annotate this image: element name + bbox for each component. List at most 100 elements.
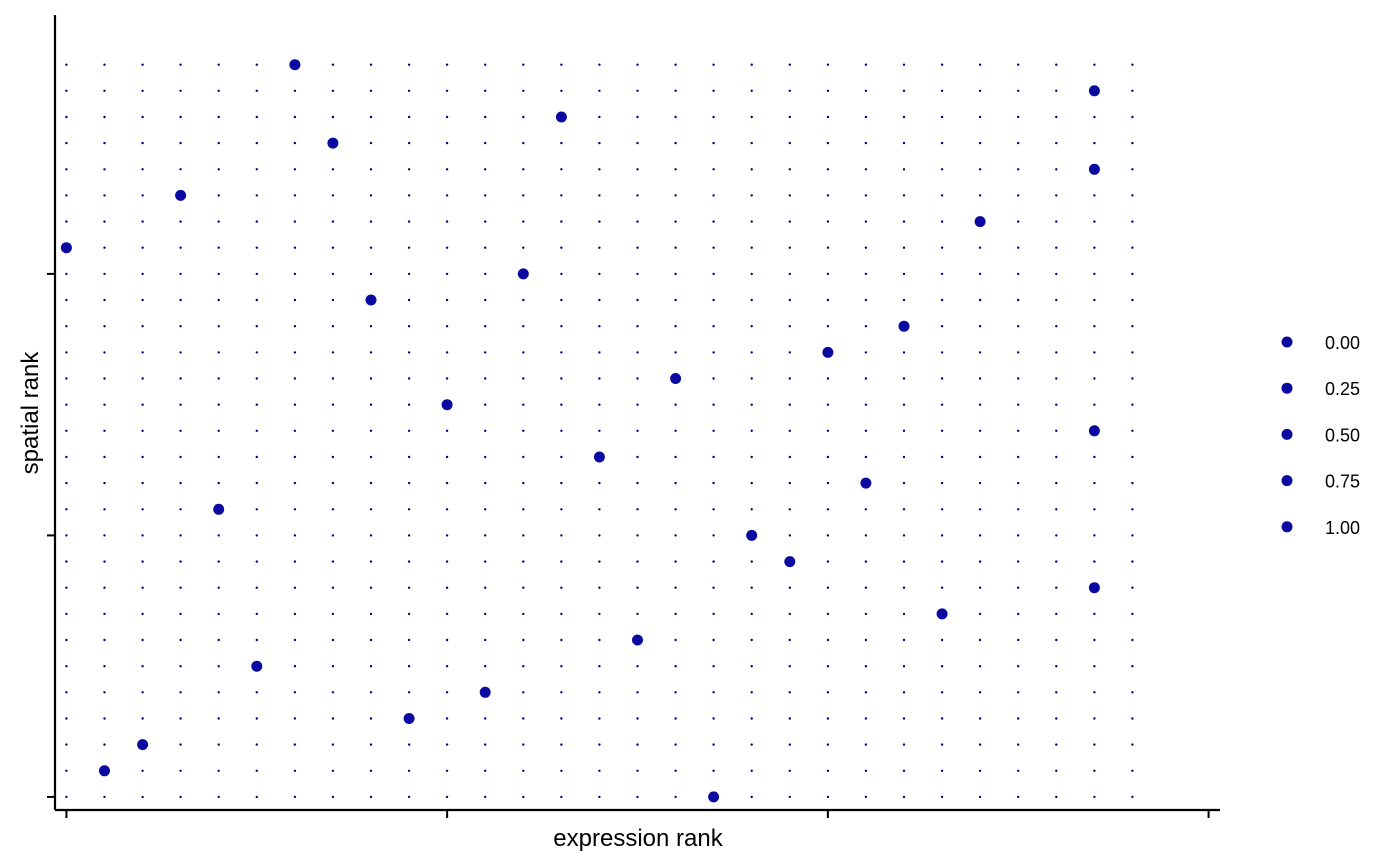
- grid-point: [331, 612, 335, 616]
- grid-point: [217, 612, 220, 616]
- grid-point: [826, 377, 830, 380]
- grid-point: [1131, 63, 1134, 66]
- grid-point: [902, 220, 906, 223]
- grid-point: [369, 665, 373, 668]
- grid-point: [1093, 63, 1096, 66]
- grid-point: [1093, 246, 1096, 249]
- grid-point: [1017, 795, 1020, 799]
- grid-point: [331, 481, 335, 485]
- data-point: [936, 608, 948, 620]
- grid-point: [65, 220, 68, 223]
- grid-point: [1093, 377, 1096, 380]
- grid-point: [826, 691, 830, 694]
- grid-point: [179, 141, 182, 145]
- legend-label: 0.50: [1325, 425, 1360, 445]
- grid-point: [978, 325, 982, 328]
- grid-point: [636, 351, 639, 354]
- grid-point: [902, 455, 906, 459]
- grid-point: [179, 534, 182, 537]
- grid-point: [331, 89, 335, 93]
- grid-point: [255, 638, 258, 642]
- grid-point: [1131, 612, 1134, 616]
- grid-point: [1131, 560, 1134, 563]
- grid-point: [1017, 691, 1020, 694]
- grid-point: [826, 429, 830, 432]
- grid-point: [331, 586, 335, 589]
- grid-point: [864, 246, 868, 249]
- grid-point: [65, 743, 68, 746]
- grid-point: [712, 691, 715, 694]
- grid-point: [484, 377, 487, 380]
- grid-point: [255, 168, 258, 171]
- grid-point: [179, 351, 182, 354]
- grid-point: [522, 586, 525, 589]
- grid-point: [293, 795, 297, 799]
- grid-point: [1017, 298, 1020, 302]
- grid-point: [407, 272, 411, 276]
- legend-label: 0.75: [1325, 472, 1360, 492]
- grid-point: [179, 272, 182, 276]
- grid-point: [750, 168, 753, 171]
- grid-point: [902, 769, 906, 772]
- grid-point: [978, 377, 982, 380]
- grid-point: [445, 377, 449, 380]
- grid-point: [369, 141, 373, 145]
- grid-point: [217, 769, 220, 772]
- grid-point: [978, 638, 982, 642]
- grid-point: [978, 115, 982, 119]
- grid-point: [978, 769, 982, 772]
- grid-point: [750, 638, 753, 642]
- grid-point: [712, 220, 715, 223]
- grid-point: [674, 691, 677, 694]
- grid-point: [217, 691, 220, 694]
- grid-point: [788, 691, 791, 694]
- grid-point: [331, 743, 335, 746]
- grid-point: [217, 63, 220, 66]
- grid-point: [1055, 508, 1058, 511]
- grid-point: [369, 612, 373, 616]
- grid-point: [484, 560, 487, 563]
- grid-point: [902, 246, 906, 249]
- data-point: [213, 503, 225, 515]
- grid-point: [940, 560, 944, 563]
- grid-point: [369, 168, 373, 171]
- grid-point: [1055, 168, 1058, 171]
- grid-point: [65, 717, 68, 720]
- grid-point: [103, 455, 106, 459]
- data-point: [1088, 425, 1100, 437]
- grid-point: [522, 115, 525, 119]
- grid-point: [636, 691, 639, 694]
- grid-point: [864, 534, 868, 537]
- data-point: [1088, 163, 1100, 175]
- grid-point: [369, 508, 373, 511]
- grid-point: [293, 246, 297, 249]
- grid-point: [369, 743, 373, 746]
- grid-point: [217, 115, 220, 119]
- grid-point: [750, 194, 753, 197]
- grid-point: [103, 665, 106, 668]
- grid-point: [445, 638, 449, 642]
- grid-point: [1093, 351, 1096, 354]
- grid-point: [864, 115, 868, 119]
- grid-point: [1131, 717, 1134, 720]
- legend-key: [1281, 336, 1293, 348]
- grid-point: [407, 377, 411, 380]
- grid-point: [598, 743, 601, 746]
- grid-point: [103, 115, 106, 119]
- grid-point: [217, 298, 220, 302]
- grid-point: [103, 194, 106, 197]
- grid-point: [1131, 194, 1134, 197]
- grid-point: [445, 220, 449, 223]
- grid-point: [978, 717, 982, 720]
- grid-point: [826, 743, 830, 746]
- grid-point: [255, 272, 258, 276]
- grid-point: [369, 246, 373, 249]
- grid-point: [788, 795, 791, 799]
- grid-point: [1055, 560, 1058, 563]
- grid-point: [445, 325, 449, 328]
- grid-point: [750, 220, 753, 223]
- grid-point: [1131, 325, 1134, 328]
- grid-point: [902, 115, 906, 119]
- grid-point: [179, 63, 182, 66]
- grid-point: [1131, 377, 1134, 380]
